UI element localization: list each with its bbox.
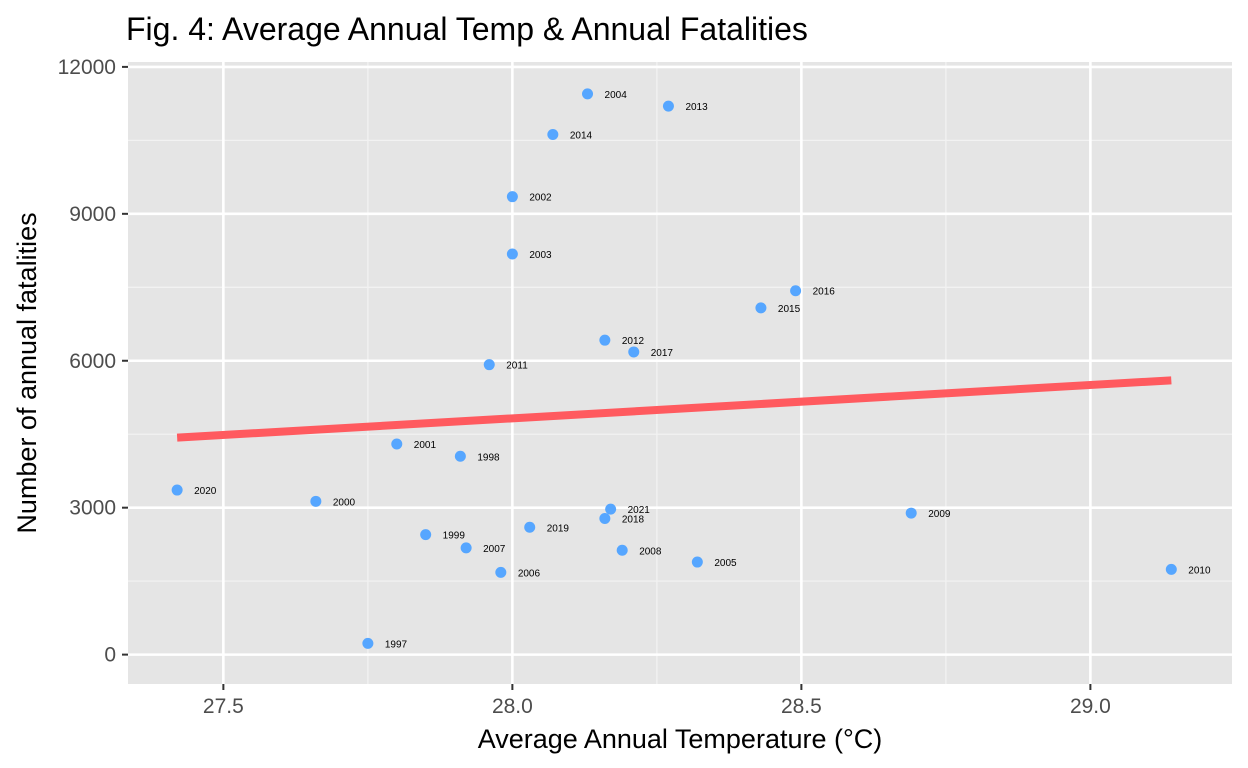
data-points bbox=[171, 88, 1177, 649]
y-tick-label: 9000 bbox=[69, 203, 116, 226]
data-point-label-2018: 2018 bbox=[622, 514, 645, 525]
data-point-label-2008: 2008 bbox=[639, 546, 662, 557]
y-tick-label: 12000 bbox=[58, 56, 116, 79]
x-axis-title: Average Annual Temperature (°C) bbox=[478, 724, 883, 754]
data-point-2001 bbox=[391, 438, 403, 450]
major-gridlines bbox=[128, 62, 1232, 684]
x-tick-label: 28.5 bbox=[781, 695, 822, 718]
data-point-2006 bbox=[495, 566, 507, 578]
data-point-label-2010: 2010 bbox=[1188, 565, 1211, 576]
data-point-labels: 1997 1998 1999 2000 2001 2002 2003 2004 2005 2006… bbox=[194, 90, 1211, 651]
data-point-2008 bbox=[616, 544, 628, 556]
data-point-label-1998: 1998 bbox=[477, 452, 500, 463]
y-tick-label: 0 bbox=[104, 644, 116, 667]
data-point-2019 bbox=[524, 521, 536, 533]
data-point-2015 bbox=[755, 302, 767, 314]
data-point-1999 bbox=[420, 529, 432, 541]
data-point-2013 bbox=[662, 100, 674, 112]
data-point-label-2006: 2006 bbox=[518, 568, 541, 579]
data-point-2005 bbox=[691, 556, 703, 568]
data-point-label-2020: 2020 bbox=[194, 486, 217, 497]
data-point-label-2017: 2017 bbox=[651, 348, 674, 359]
y-tick-label: 6000 bbox=[69, 350, 116, 373]
data-point-label-2001: 2001 bbox=[414, 440, 437, 451]
data-point-2011 bbox=[483, 359, 495, 371]
data-point-2007 bbox=[460, 542, 472, 554]
data-point-label-2005: 2005 bbox=[714, 558, 737, 569]
x-tick-label: 28.0 bbox=[492, 695, 533, 718]
trend-line bbox=[176, 376, 1172, 442]
data-point-label-2002: 2002 bbox=[529, 193, 552, 204]
data-point-2003 bbox=[506, 248, 518, 260]
data-point-label-2021: 2021 bbox=[628, 505, 651, 516]
axis-ticks bbox=[122, 65, 1092, 690]
plot-panel bbox=[128, 62, 1232, 684]
data-point-label-2015: 2015 bbox=[778, 304, 801, 315]
chart-title: Fig. 4: Average Annual Temp & Annual Fat… bbox=[126, 11, 808, 47]
axis-tick-labels: 27.5 28.0 28.5 29.0 0 3000 6000 9000 12000 bbox=[58, 56, 1111, 718]
y-tick-label: 3000 bbox=[69, 497, 116, 520]
data-point-2016 bbox=[790, 285, 802, 297]
data-point-2018 bbox=[599, 512, 611, 524]
data-point-label-2011: 2011 bbox=[506, 361, 528, 372]
data-point-2012 bbox=[599, 334, 611, 346]
data-point-2017 bbox=[628, 346, 640, 358]
data-point-label-2016: 2016 bbox=[813, 287, 836, 298]
data-point-label-2007: 2007 bbox=[483, 544, 506, 555]
data-point-label-2004: 2004 bbox=[605, 90, 628, 101]
data-point-label-2013: 2013 bbox=[685, 102, 708, 113]
data-point-2021 bbox=[605, 503, 617, 515]
data-point-label-2009: 2009 bbox=[928, 509, 951, 520]
x-tick-label: 29.0 bbox=[1070, 695, 1111, 718]
data-point-2014 bbox=[547, 128, 559, 140]
x-tick-label: 27.5 bbox=[203, 695, 244, 718]
y-axis-title: Number of annual fatalities bbox=[12, 212, 42, 533]
data-point-2020 bbox=[171, 484, 183, 496]
data-point-2004 bbox=[582, 88, 594, 100]
data-point-1997 bbox=[362, 637, 374, 649]
data-point-1998 bbox=[454, 450, 466, 462]
data-point-label-2012: 2012 bbox=[622, 336, 645, 347]
data-point-label-2000: 2000 bbox=[333, 497, 356, 508]
data-point-2000 bbox=[310, 495, 322, 507]
data-point-2010 bbox=[1165, 563, 1177, 575]
trend-line-layer bbox=[176, 376, 1172, 442]
minor-gridlines bbox=[128, 62, 1232, 684]
data-point-label-2014: 2014 bbox=[570, 130, 593, 141]
data-point-2002 bbox=[506, 191, 518, 203]
data-point-label-2019: 2019 bbox=[547, 523, 570, 534]
data-point-label-1997: 1997 bbox=[385, 639, 408, 650]
data-point-2009 bbox=[905, 507, 917, 519]
data-point-label-2003: 2003 bbox=[529, 250, 552, 261]
data-point-label-1999: 1999 bbox=[443, 531, 466, 542]
